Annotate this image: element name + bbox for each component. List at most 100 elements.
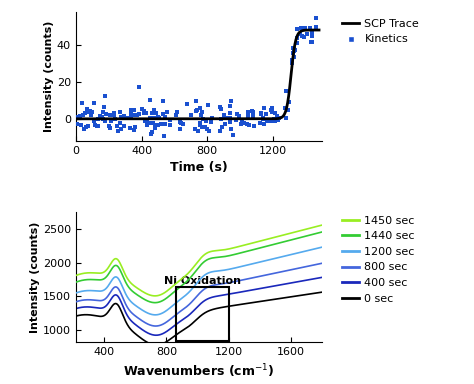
Point (133, 111, 140, 118)
Point (303, 31, 311, 37)
Point (236, 113, 243, 119)
Point (296, 31, 304, 38)
Legend: 1450 sec, 1440 sec, 1200 sec, 800 sec, 400 sec, 0 sec: 1450 sec, 1440 sec, 1200 sec, 800 sec, 4… (338, 211, 419, 308)
Point (261, 121, 268, 127)
Point (148, 131, 155, 137)
Point (76, 113, 84, 119)
Point (154, 122, 162, 128)
Point (80, 112, 87, 118)
Point (227, 126, 235, 132)
Point (140, 108, 147, 114)
Point (290, 46, 298, 52)
Point (218, 116, 225, 122)
Point (148, 129, 156, 135)
Point (246, 121, 253, 127)
Point (130, 127, 138, 133)
Point (106, 123, 113, 129)
Point (77, 122, 85, 128)
Point (293, 26, 301, 33)
Point (82, 124, 90, 130)
Point (88, 109, 95, 115)
Text: Ni Oxidation: Ni Oxidation (164, 276, 241, 286)
Point (116, 119, 124, 126)
Point (312, 15, 319, 21)
Point (269, 109, 276, 115)
Point (260, 115, 267, 121)
Point (240, 120, 247, 126)
Point (306, 25, 314, 31)
Point (135, 84, 142, 90)
Point (162, 121, 169, 127)
Point (260, 105, 267, 111)
Point (159, 98, 166, 104)
Point (101, 93, 109, 99)
Point (161, 114, 169, 120)
Point (155, 114, 162, 120)
Point (194, 128, 202, 134)
Point (202, 118, 210, 124)
Point (102, 111, 109, 117)
Point (243, 121, 251, 127)
Point (120, 123, 128, 129)
Point (309, 29, 316, 35)
Point (267, 118, 275, 124)
Y-axis label: Intensity (counts): Intensity (counts) (44, 21, 54, 132)
Point (110, 112, 118, 118)
Point (283, 88, 290, 94)
Bar (176, 287, 229, 341)
Point (197, 122, 204, 128)
Point (100, 116, 107, 122)
Point (143, 122, 150, 128)
Point (221, 121, 228, 127)
Point (74, 114, 82, 120)
Point (106, 125, 114, 131)
Point (220, 112, 228, 118)
Point (270, 116, 278, 122)
Y-axis label: Intensity (counts): Intensity (counts) (30, 221, 40, 333)
Point (150, 107, 158, 113)
Point (111, 116, 119, 122)
Point (203, 126, 211, 132)
Point (250, 122, 258, 129)
Point (268, 109, 276, 115)
Point (249, 109, 257, 115)
Point (290, 45, 297, 51)
Point (216, 104, 223, 110)
Point (290, 54, 298, 60)
Point (143, 109, 150, 116)
Point (271, 110, 278, 116)
Point (94, 122, 101, 129)
Point (308, 33, 316, 39)
Point (88, 112, 95, 118)
Point (290, 48, 298, 55)
Point (135, 111, 143, 117)
Point (282, 104, 289, 111)
Point (131, 111, 138, 118)
Point (260, 116, 267, 122)
Point (244, 109, 252, 115)
Point (83, 109, 91, 115)
Point (291, 47, 299, 53)
Point (93, 123, 101, 129)
Point (193, 107, 201, 113)
Point (78, 100, 86, 106)
Point (128, 107, 135, 113)
Point (140, 110, 148, 116)
Point (293, 35, 301, 41)
Point (298, 32, 306, 38)
Point (91, 122, 98, 128)
Point (273, 113, 281, 119)
Point (248, 108, 256, 114)
Point (176, 119, 183, 125)
Point (114, 128, 122, 134)
Point (275, 114, 283, 121)
Point (110, 110, 118, 116)
Point (120, 114, 128, 121)
Point (118, 114, 125, 121)
Point (120, 113, 128, 119)
Point (297, 25, 304, 31)
Point (196, 120, 203, 126)
X-axis label: Time (s): Time (s) (170, 161, 228, 174)
Point (161, 132, 168, 139)
Point (151, 122, 159, 128)
